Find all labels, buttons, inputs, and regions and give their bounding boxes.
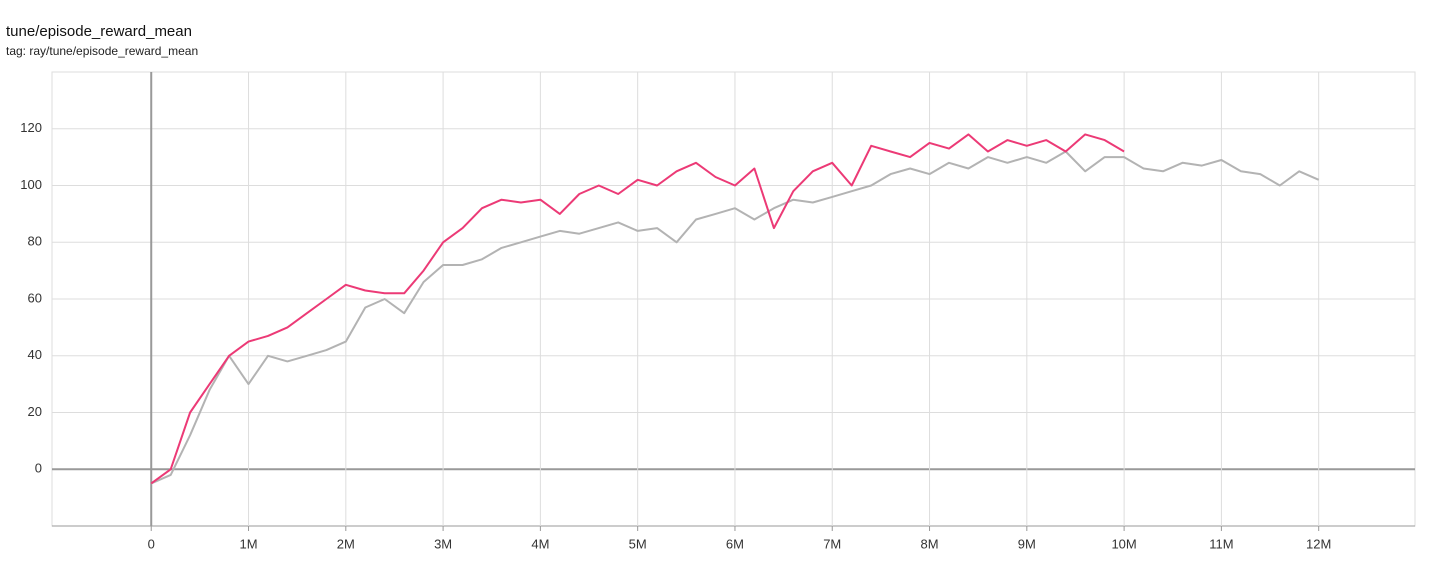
x-tick-label: 1M	[239, 536, 257, 551]
y-tick-label: 60	[28, 290, 42, 305]
y-tick-label: 40	[28, 347, 42, 362]
x-tick-label: 2M	[337, 536, 355, 551]
y-tick-label: 0	[35, 461, 42, 476]
x-tick-label: 11M	[1209, 536, 1233, 551]
x-tick-label: 5M	[629, 536, 647, 551]
x-tick-label: 4M	[531, 536, 549, 551]
y-tick-label: 120	[20, 120, 42, 135]
y-tick-label: 80	[28, 234, 42, 249]
series-line	[150, 150, 1320, 485]
x-tick-label: 6M	[726, 536, 744, 551]
x-tick-label: 0	[148, 536, 155, 551]
x-tick-label: 10M	[1111, 536, 1136, 551]
y-tick-label: 20	[28, 404, 42, 419]
x-tick-label: 8M	[921, 536, 939, 551]
chart-subtitle: tag: ray/tune/episode_reward_mean	[6, 44, 198, 58]
y-tick-label: 100	[20, 177, 42, 192]
x-tick-label: 12M	[1306, 536, 1331, 551]
x-tick-label: 9M	[1018, 536, 1036, 551]
series-line	[150, 133, 1125, 485]
chart-title: tune/episode_reward_mean	[6, 23, 192, 40]
x-tick-label: 7M	[823, 536, 841, 551]
x-tick-label: 3M	[434, 536, 452, 551]
